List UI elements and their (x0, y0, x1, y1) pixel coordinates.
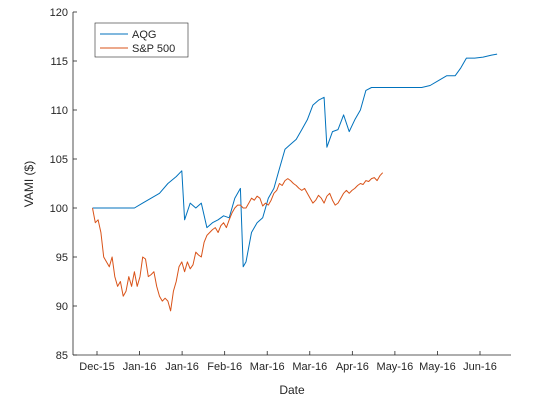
y-tick-label: 100 (50, 203, 68, 215)
x-tick-label: Dec-15 (79, 361, 114, 373)
y-tick-label: 85 (56, 350, 68, 362)
legend-label-aqg: AQG (132, 29, 156, 41)
x-tick-label: Jan-16 (123, 361, 157, 373)
x-tick-label: Apr-16 (336, 361, 369, 373)
x-axis-label: Date (279, 383, 305, 397)
y-tick-label: 95 (56, 252, 68, 264)
plot-area (73, 12, 511, 355)
x-tick-label: May-16 (377, 361, 414, 373)
y-tick-label: 105 (50, 154, 68, 166)
x-tick-label: Feb-16 (207, 361, 242, 373)
y-axis-label: VAMI ($) (22, 161, 36, 207)
y-tick-label: 120 (50, 7, 68, 19)
y-tick-label: 90 (56, 301, 68, 313)
x-tick-label: May-16 (419, 361, 456, 373)
legend: AQG S&P 500 (95, 23, 188, 57)
x-tick-label: Mar-16 (292, 361, 327, 373)
y-tick-label: 110 (50, 105, 68, 117)
x-tick-label: Mar-16 (250, 361, 285, 373)
x-tick-label: Jun-16 (463, 361, 497, 373)
x-tick-label: Jan-16 (165, 361, 199, 373)
legend-label-sp500: S&P 500 (132, 43, 175, 55)
y-tick-label: 115 (50, 56, 68, 68)
